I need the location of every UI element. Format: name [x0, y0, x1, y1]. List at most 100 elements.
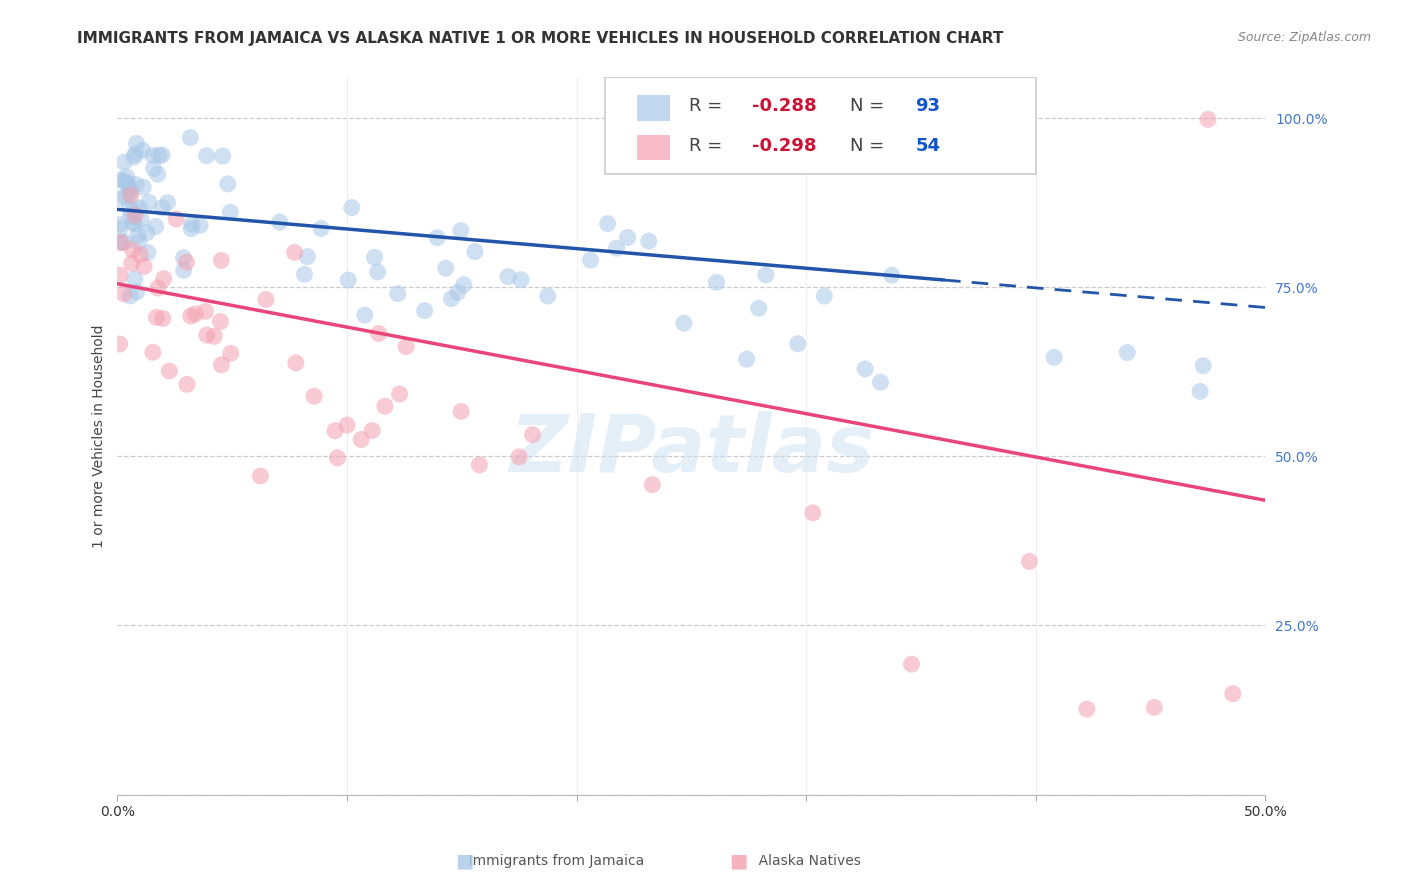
Point: [217, 177, 239, 191]
Point: [108, 173, 131, 187]
Point: [254, 293, 277, 307]
Point: [387, 286, 409, 301]
Point: [129, 248, 152, 262]
Point: [596, 217, 619, 231]
Text: N =: N =: [849, 97, 890, 115]
Point: [195, 328, 218, 343]
Point: [1197, 112, 1219, 127]
Point: [1043, 351, 1066, 365]
Point: [108, 191, 131, 205]
Point: [146, 281, 169, 295]
FancyBboxPatch shape: [637, 95, 669, 121]
Point: [176, 377, 198, 392]
Point: [176, 255, 198, 269]
Point: [194, 304, 217, 318]
Point: [294, 268, 316, 282]
Point: [108, 218, 131, 232]
Point: [637, 234, 659, 248]
Point: [880, 268, 903, 283]
Point: [446, 285, 468, 300]
Text: R =: R =: [689, 136, 728, 154]
Point: [120, 188, 142, 202]
Point: [496, 269, 519, 284]
Point: [395, 340, 418, 354]
Point: [173, 263, 195, 277]
Point: [112, 174, 135, 188]
Point: [508, 450, 530, 464]
Point: [188, 219, 211, 233]
Point: [450, 404, 472, 418]
Point: [142, 345, 165, 359]
Point: [115, 190, 138, 204]
FancyBboxPatch shape: [637, 135, 669, 161]
Point: [1018, 554, 1040, 568]
Point: [284, 356, 307, 370]
Point: [853, 362, 876, 376]
Point: [269, 215, 291, 229]
Point: [219, 205, 242, 219]
Point: [128, 235, 150, 249]
Point: [336, 418, 359, 433]
Point: [297, 250, 319, 264]
Point: [1116, 345, 1139, 359]
Point: [120, 182, 142, 196]
Point: [440, 292, 463, 306]
Point: [813, 289, 835, 303]
Point: [219, 346, 242, 360]
Point: [115, 176, 138, 190]
Point: [801, 506, 824, 520]
Text: ■: ■: [728, 851, 748, 871]
Point: [180, 221, 202, 235]
Point: [672, 316, 695, 330]
Point: [129, 212, 152, 227]
Point: [110, 235, 132, 250]
Point: [350, 433, 373, 447]
Point: [112, 286, 135, 301]
Point: [326, 450, 349, 465]
Point: [353, 308, 375, 322]
Y-axis label: 1 or more Vehicles in Household: 1 or more Vehicles in Household: [93, 325, 107, 548]
Text: Source: ZipAtlas.com: Source: ZipAtlas.com: [1237, 31, 1371, 45]
Point: [165, 212, 187, 227]
Point: [152, 311, 174, 326]
Point: [127, 228, 149, 243]
Point: [641, 477, 664, 491]
Point: [434, 261, 457, 276]
Point: [132, 260, 155, 274]
Point: [283, 245, 305, 260]
Text: 93: 93: [915, 97, 941, 115]
Point: [413, 303, 436, 318]
Point: [367, 326, 389, 341]
Point: [179, 130, 201, 145]
Point: [706, 276, 728, 290]
Point: [142, 161, 165, 176]
Point: [112, 155, 135, 169]
Point: [579, 253, 602, 268]
Text: -0.288: -0.288: [752, 97, 817, 115]
Point: [735, 352, 758, 367]
Point: [537, 289, 560, 303]
Point: [108, 337, 131, 351]
Point: [616, 230, 638, 244]
Point: [209, 358, 232, 372]
Point: [453, 277, 475, 292]
Point: [211, 149, 233, 163]
Point: [209, 314, 232, 328]
Point: [110, 235, 132, 250]
Point: [108, 268, 131, 282]
Point: [148, 148, 170, 162]
Point: [122, 215, 145, 229]
Point: [121, 243, 143, 257]
Point: [340, 201, 363, 215]
Point: [786, 336, 808, 351]
Text: 54: 54: [915, 136, 941, 154]
Point: [209, 253, 232, 268]
Point: [1143, 700, 1166, 714]
Point: [152, 271, 174, 285]
Point: [124, 217, 146, 231]
Point: [132, 144, 155, 158]
Text: R =: R =: [689, 97, 728, 115]
Point: [108, 221, 131, 235]
Point: [195, 149, 218, 163]
Point: [755, 268, 778, 282]
